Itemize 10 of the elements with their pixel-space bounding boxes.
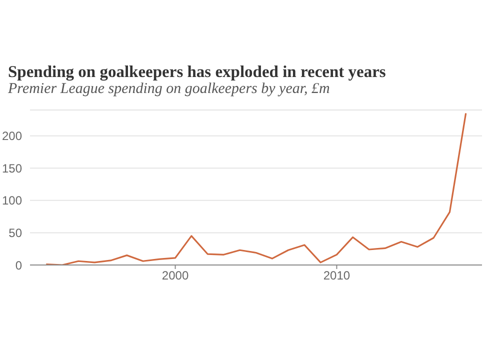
y-tick-label: 0 <box>15 258 22 272</box>
x-tick-label: 2000 <box>162 268 189 283</box>
y-tick-label: 200 <box>2 129 22 144</box>
line-series <box>45 112 467 265</box>
y-tick-label: 150 <box>2 161 22 176</box>
y-tick-label: 50 <box>8 226 22 240</box>
chart-title: Spending on goalkeepers has exploded in recent years <box>8 62 386 82</box>
y-tick-label: 100 <box>2 194 22 208</box>
x-tick-label: 2010 <box>323 268 350 283</box>
chart-subtitle: Premier League spending on goalkeepers by year, £m <box>8 81 330 98</box>
